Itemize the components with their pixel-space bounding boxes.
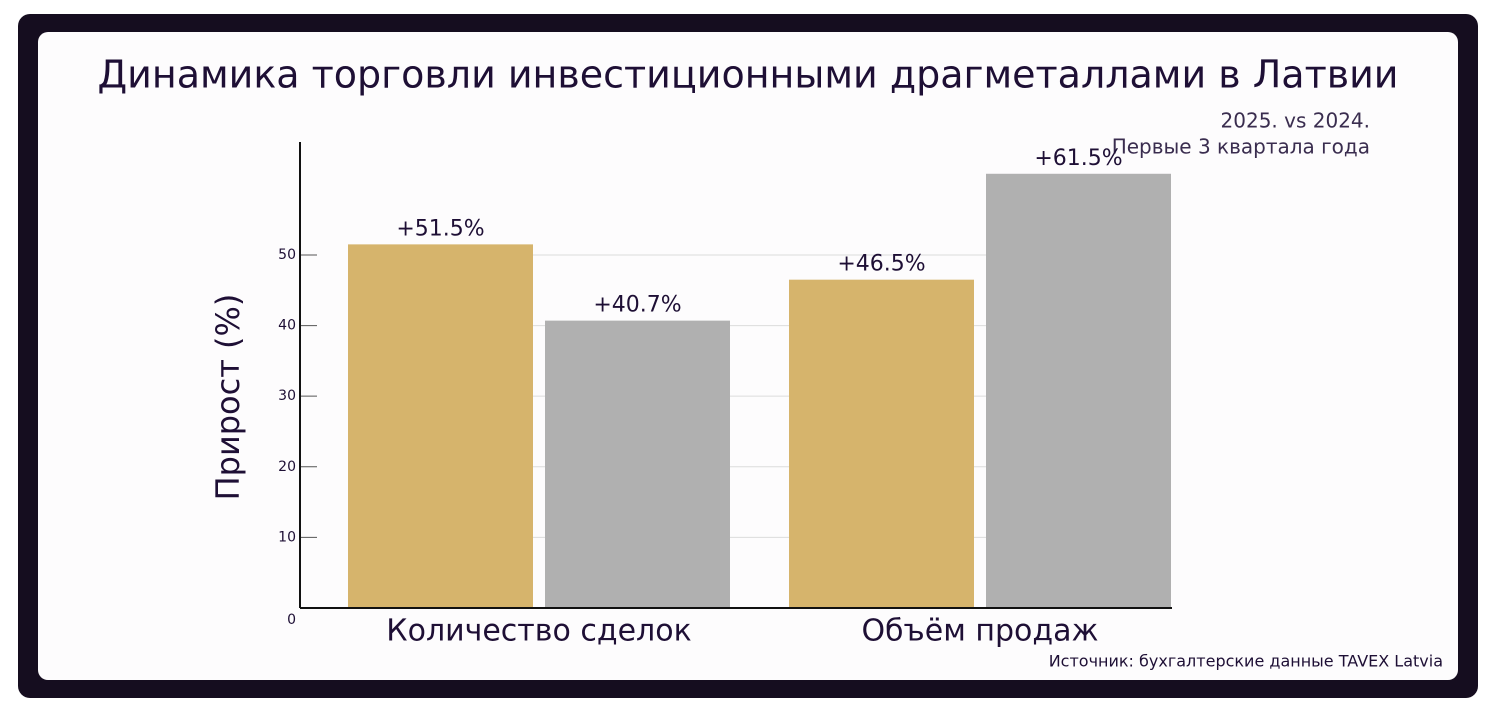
- y-tick-label: 40: [278, 318, 296, 334]
- subtitle: 2025. vs 2024.: [1221, 109, 1370, 133]
- y-tick-label: 30: [278, 388, 296, 404]
- bar: [986, 173, 1171, 609]
- y-tick-label: 20: [278, 459, 296, 475]
- chart-title: Динамика торговли инвестиционными драгме…: [97, 53, 1398, 97]
- y-tick-label: 0: [287, 612, 296, 628]
- subtitle: Первые 3 квартала года: [1112, 135, 1370, 159]
- bar: [789, 279, 974, 608]
- x-tick-label: Количество сделок: [386, 614, 691, 649]
- bar: [348, 244, 533, 608]
- source: Источник: бухгалтерские данные TAVEX Lat…: [1049, 652, 1443, 671]
- y-axis-label: Прирост (%): [209, 294, 247, 501]
- value-label: +46.5%: [837, 252, 925, 277]
- value-label: +51.5%: [396, 216, 484, 241]
- bar: [545, 320, 730, 608]
- value-label: +40.7%: [593, 293, 681, 318]
- y-tick-label: 10: [278, 529, 296, 545]
- value-label: +61.5%: [1034, 146, 1122, 171]
- y-tick-label: 50: [278, 247, 296, 263]
- x-tick-label: Объём продаж: [861, 614, 1098, 649]
